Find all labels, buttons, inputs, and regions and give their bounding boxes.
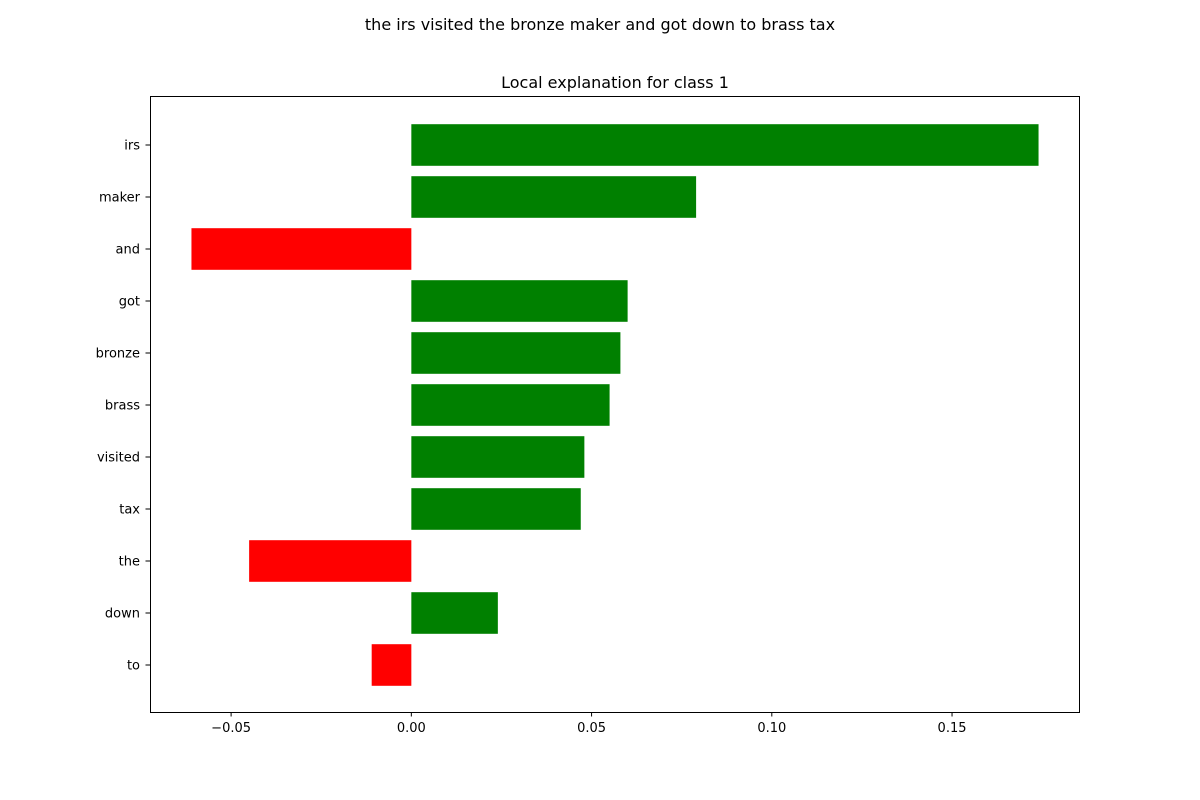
x-tick-label: 0.00 <box>397 721 426 736</box>
figure-suptitle: the irs visited the bronze maker and got… <box>365 15 835 34</box>
bar-and <box>191 228 412 270</box>
y-tick-label: the <box>119 555 140 570</box>
y-tick-label: down <box>105 607 140 622</box>
x-tick-label: 0.10 <box>757 721 786 736</box>
y-tick-label: bronze <box>96 347 140 362</box>
bar-visited <box>411 436 585 478</box>
bar-irs <box>411 124 1039 166</box>
y-ticks-group: irs maker and got bronze brass visited tax the do… <box>96 139 150 674</box>
y-tick-label: tax <box>119 503 140 518</box>
y-tick-label: to <box>127 659 140 674</box>
bar-got <box>411 280 628 322</box>
bar-down <box>411 592 498 634</box>
x-tick-label: −0.05 <box>211 721 251 736</box>
y-tick-label: and <box>116 243 140 258</box>
bar-tax <box>411 488 581 530</box>
bar-bronze <box>411 332 621 374</box>
y-tick-label: visited <box>97 451 140 466</box>
bar-to <box>371 644 412 686</box>
bar-maker <box>411 176 697 218</box>
x-tick-label: 0.15 <box>938 721 967 736</box>
bar-the <box>249 540 412 582</box>
chart-title: Local explanation for class 1 <box>501 73 729 92</box>
bars-group <box>191 124 1039 686</box>
y-tick-label: got <box>119 295 140 310</box>
y-tick-label: irs <box>124 139 140 154</box>
plot-frame <box>150 96 1080 713</box>
x-tick-label: 0.05 <box>577 721 606 736</box>
y-tick-label: maker <box>99 191 141 206</box>
bar-brass <box>411 384 610 426</box>
y-tick-label: brass <box>105 399 140 414</box>
x-ticks-group: −0.05 0.00 0.05 0.10 0.15 <box>211 712 967 736</box>
